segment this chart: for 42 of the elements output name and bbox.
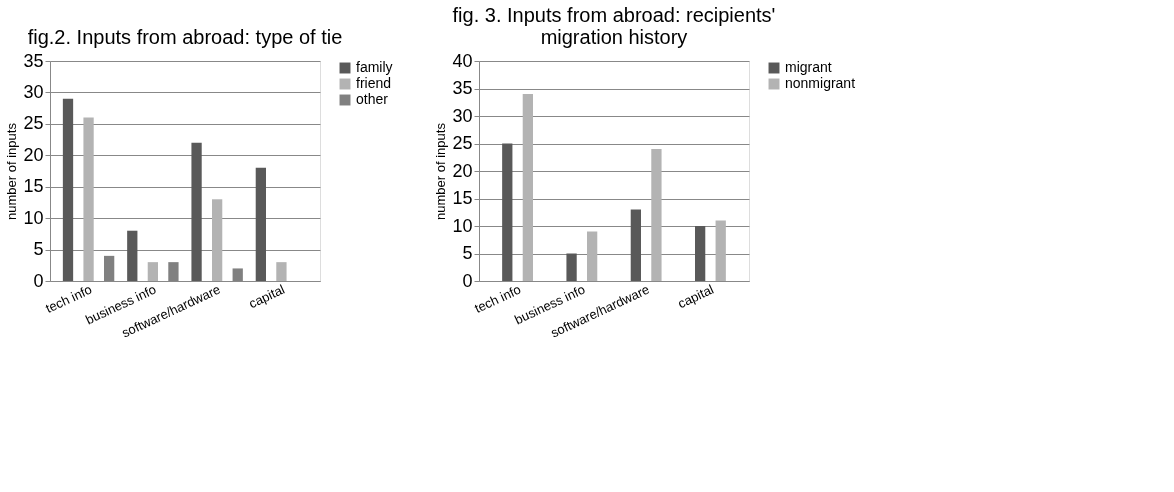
bar xyxy=(502,143,513,281)
bar xyxy=(255,167,266,281)
y-tick-label: 5 xyxy=(462,243,473,263)
y-tick-label: 40 xyxy=(452,50,473,71)
y-tick-label: 25 xyxy=(452,133,473,153)
chart-title: fig.2. Inputs from abroad: type of tie xyxy=(27,26,343,48)
y-tick-label: 20 xyxy=(23,144,44,165)
y-tick-label: 25 xyxy=(23,113,44,134)
bar xyxy=(587,231,598,281)
y-axis-title: number of inputs xyxy=(433,122,449,220)
bar xyxy=(127,230,138,281)
legend-label: other xyxy=(356,91,389,107)
y-tick-label: 0 xyxy=(462,270,473,291)
bar xyxy=(522,94,533,281)
bar xyxy=(695,226,706,281)
bar xyxy=(62,98,74,281)
bar xyxy=(147,262,158,281)
y-tick-label: 15 xyxy=(23,176,44,197)
legend-label: family xyxy=(356,59,393,75)
y-tick-label: 35 xyxy=(23,50,44,71)
bar xyxy=(83,117,94,281)
bar xyxy=(276,262,287,281)
legend-label: nonmigrant xyxy=(785,75,856,91)
bar xyxy=(630,209,641,281)
y-tick-label: 20 xyxy=(452,160,473,181)
bar xyxy=(212,199,223,281)
bar xyxy=(715,220,726,281)
legend-label: friend xyxy=(356,75,392,91)
y-tick-label: 10 xyxy=(452,215,473,236)
bar xyxy=(191,142,202,281)
y-tick-label: 10 xyxy=(23,207,44,228)
bar xyxy=(566,253,577,281)
y-tick-label: 15 xyxy=(452,188,473,208)
legend-label: migrant xyxy=(785,59,832,75)
y-tick-label: 0 xyxy=(33,270,44,291)
y-tick-label: 30 xyxy=(23,81,44,102)
y-tick-label: 35 xyxy=(452,78,473,98)
y-tick-label: 30 xyxy=(452,105,473,126)
y-tick-label: 5 xyxy=(33,239,44,260)
bar xyxy=(651,149,662,281)
y-axis-title: number of inputs xyxy=(4,122,20,220)
chart-title: fig. 3. Inputs from abroad: recipients' migration history xyxy=(452,4,776,48)
